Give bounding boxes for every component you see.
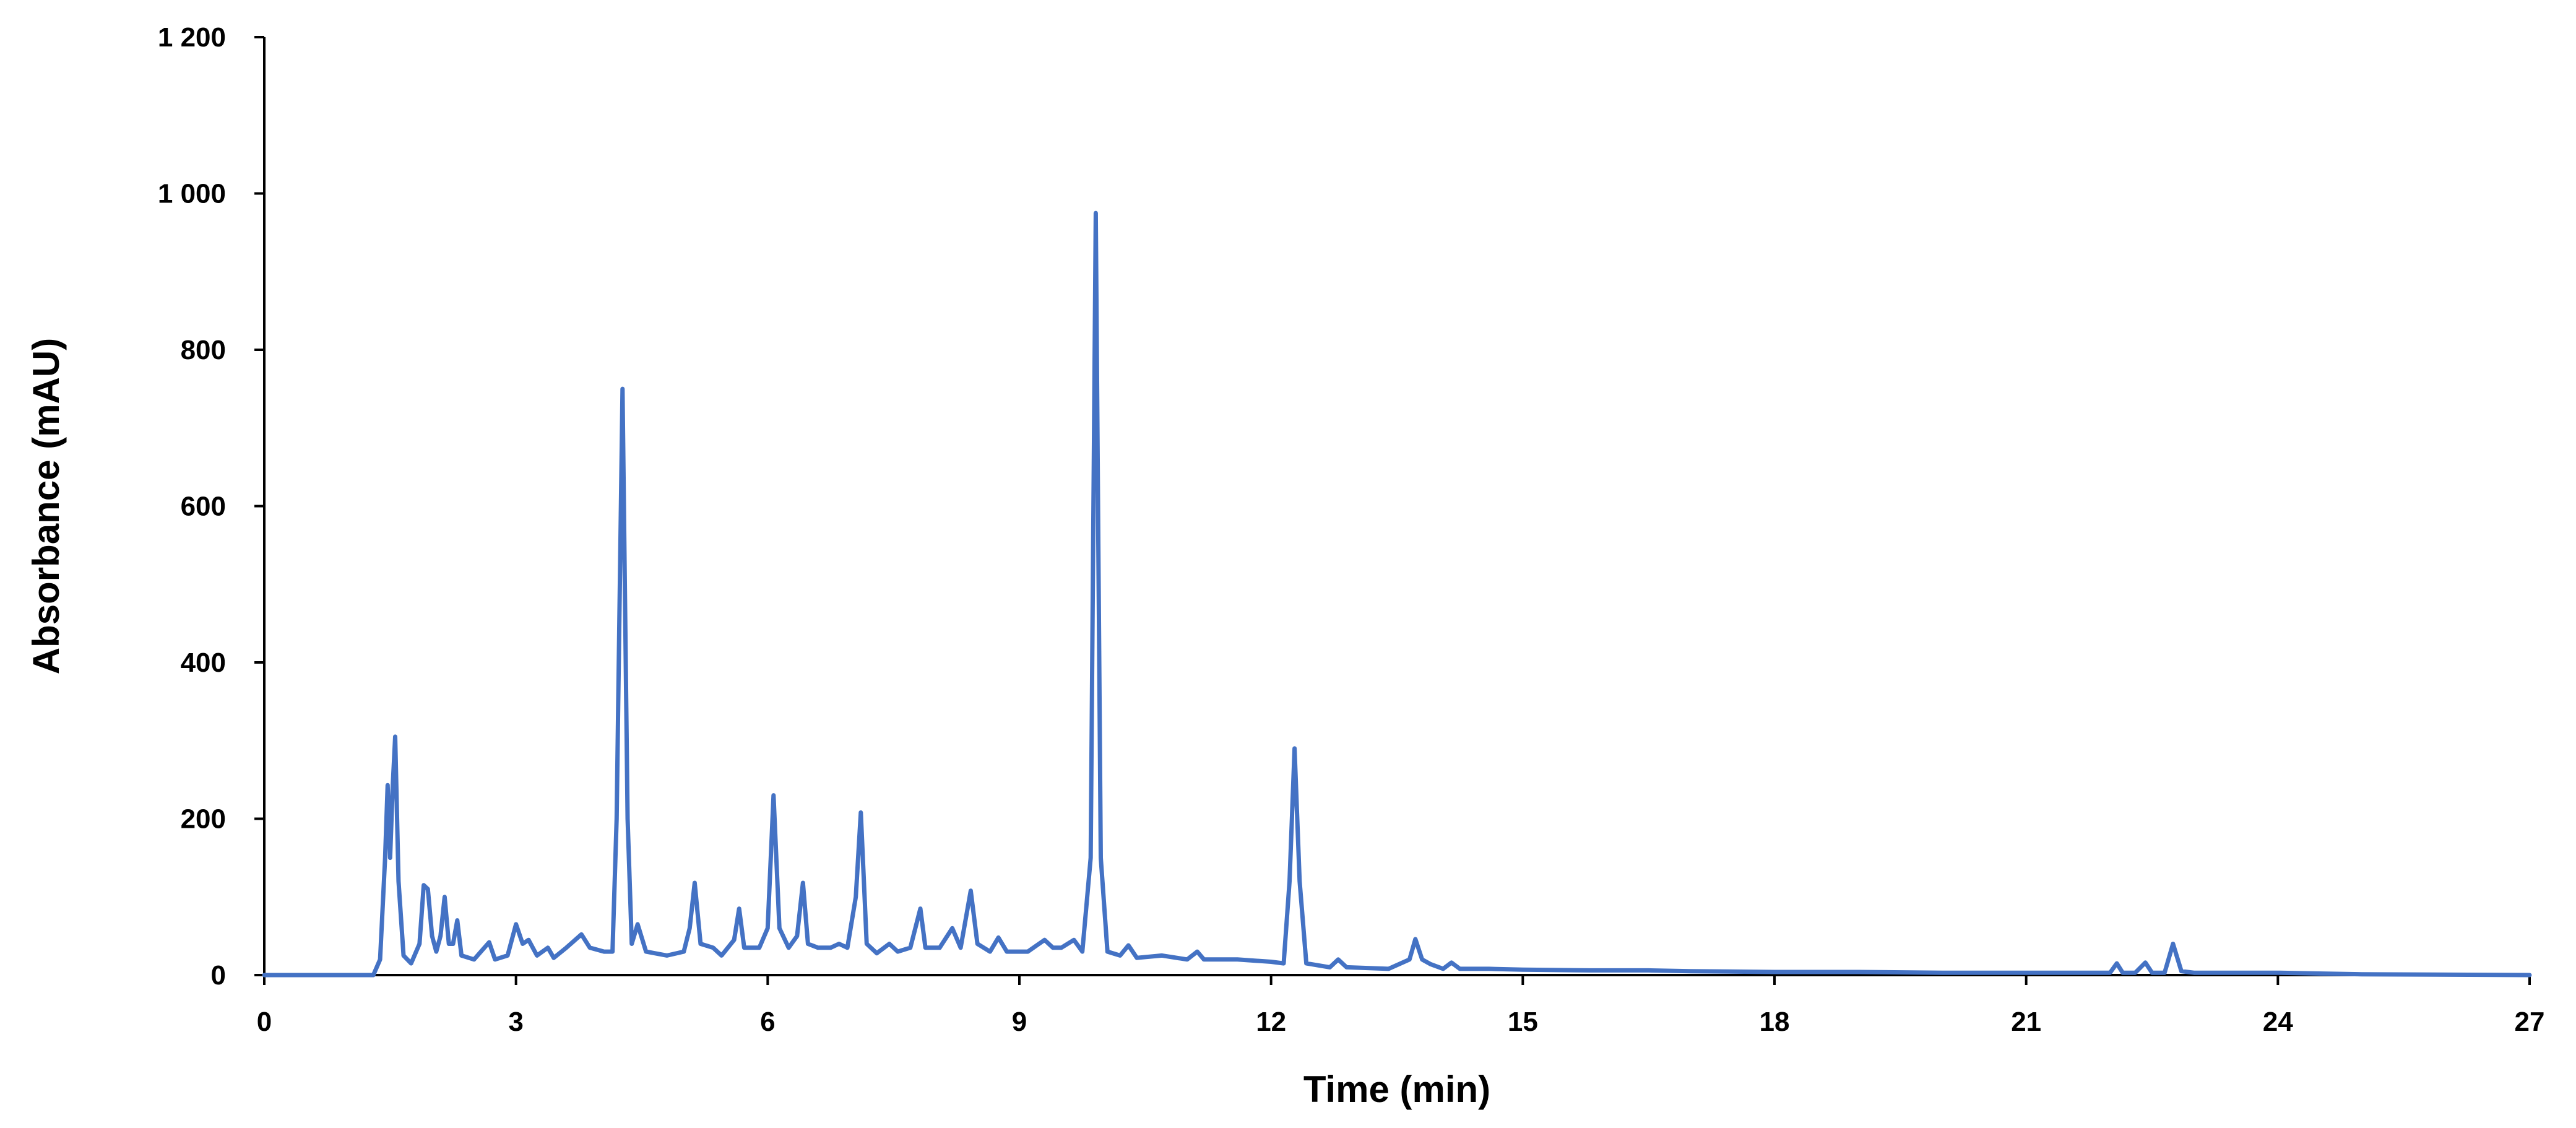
y-tick-label: 1 200 <box>158 22 226 53</box>
y-tick-label: 200 <box>181 804 226 835</box>
x-tick-label: 15 <box>1508 1007 1538 1037</box>
y-axis-ticks: 0 200 400 600 800 1 000 1 200 <box>158 22 264 991</box>
x-axis-ticks: 0 3 6 9 12 15 18 21 24 27 <box>257 975 2545 1037</box>
y-tick-label: 0 <box>211 960 226 991</box>
x-tick-label: 12 <box>1256 1007 1286 1037</box>
y-tick-label: 400 <box>181 648 226 678</box>
x-axis-title: Time (min) <box>1303 1069 1490 1110</box>
x-tick-label: 21 <box>2011 1007 2041 1037</box>
y-tick-label: 1 000 <box>158 179 226 209</box>
y-tick-label: 800 <box>181 335 226 365</box>
x-tick-label: 3 <box>508 1007 523 1037</box>
x-tick-label: 9 <box>1012 1007 1027 1037</box>
x-tick-label: 27 <box>2515 1007 2545 1037</box>
y-tick-label: 600 <box>181 492 226 522</box>
series-line <box>262 210 2532 978</box>
x-tick-label: 6 <box>760 1007 775 1037</box>
x-tick-label: 24 <box>2263 1007 2293 1037</box>
y-axis-title: Absorbance (mAU) <box>25 338 67 674</box>
x-tick-label: 18 <box>1760 1007 1790 1037</box>
x-tick-label: 0 <box>257 1007 272 1037</box>
